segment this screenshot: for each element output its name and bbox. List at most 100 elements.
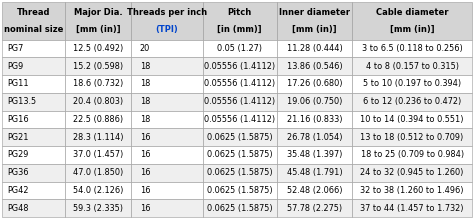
- Bar: [2, 57, 64, 75]
- Text: 22.5 (0.886): 22.5 (0.886): [73, 115, 123, 124]
- Bar: [64, 164, 131, 182]
- Text: 15.2 (0.598): 15.2 (0.598): [73, 62, 123, 71]
- Text: Cable diameter: Cable diameter: [376, 8, 448, 17]
- Text: 16: 16: [140, 133, 150, 142]
- Bar: [203, 164, 277, 182]
- Bar: [203, 128, 277, 146]
- Text: PG36: PG36: [7, 168, 28, 177]
- Bar: [131, 128, 203, 146]
- Text: PG11: PG11: [7, 79, 28, 88]
- Text: 20: 20: [140, 44, 150, 53]
- Text: Pitch: Pitch: [228, 8, 252, 17]
- Text: 20.4 (0.803): 20.4 (0.803): [73, 97, 123, 106]
- Bar: [64, 93, 131, 111]
- Bar: [203, 182, 277, 199]
- Text: Thread: Thread: [17, 8, 50, 17]
- Text: 52.48 (2.066): 52.48 (2.066): [287, 186, 342, 195]
- Bar: [2, 128, 64, 146]
- Text: 59.3 (2.335): 59.3 (2.335): [73, 204, 123, 213]
- Text: 0.05556 (1.4112): 0.05556 (1.4112): [204, 115, 275, 124]
- Text: 0.05556 (1.4112): 0.05556 (1.4112): [204, 62, 275, 71]
- Text: 18: 18: [140, 62, 150, 71]
- Bar: [2, 2, 64, 40]
- Bar: [352, 57, 472, 75]
- Bar: [352, 199, 472, 217]
- Text: PG7: PG7: [7, 44, 23, 53]
- Bar: [352, 111, 472, 128]
- Bar: [64, 128, 131, 146]
- Bar: [64, 199, 131, 217]
- Text: 24 to 32 (0.945 to 1.260): 24 to 32 (0.945 to 1.260): [360, 168, 464, 177]
- Bar: [277, 182, 352, 199]
- Bar: [277, 57, 352, 75]
- Text: 0.0625 (1.5875): 0.0625 (1.5875): [207, 150, 273, 159]
- Bar: [352, 75, 472, 93]
- Bar: [352, 146, 472, 164]
- Text: PG16: PG16: [7, 115, 28, 124]
- Bar: [64, 2, 131, 40]
- Bar: [131, 40, 203, 57]
- Bar: [277, 93, 352, 111]
- Bar: [131, 164, 203, 182]
- Text: 0.05556 (1.4112): 0.05556 (1.4112): [204, 79, 275, 88]
- Text: 12.5 (0.492): 12.5 (0.492): [73, 44, 123, 53]
- Bar: [2, 40, 64, 57]
- Bar: [64, 75, 131, 93]
- Bar: [203, 2, 277, 40]
- Bar: [131, 111, 203, 128]
- Bar: [277, 199, 352, 217]
- Text: 18: 18: [140, 97, 150, 106]
- Text: 18: 18: [140, 115, 150, 124]
- Bar: [64, 40, 131, 57]
- Text: 47.0 (1.850): 47.0 (1.850): [73, 168, 123, 177]
- Bar: [131, 93, 203, 111]
- Text: 17.26 (0.680): 17.26 (0.680): [287, 79, 342, 88]
- Bar: [203, 57, 277, 75]
- Text: 16: 16: [140, 168, 150, 177]
- Text: 19.06 (0.750): 19.06 (0.750): [287, 97, 342, 106]
- Text: 35.48 (1.397): 35.48 (1.397): [287, 150, 342, 159]
- Text: PG48: PG48: [7, 204, 28, 213]
- Bar: [131, 2, 203, 40]
- Bar: [64, 57, 131, 75]
- Bar: [64, 146, 131, 164]
- Bar: [2, 164, 64, 182]
- Bar: [352, 182, 472, 199]
- Text: 28.3 (1.114): 28.3 (1.114): [73, 133, 123, 142]
- Text: Major Dia.: Major Dia.: [73, 8, 122, 17]
- Text: 18.6 (0.732): 18.6 (0.732): [73, 79, 123, 88]
- Text: [mm (in)]: [mm (in)]: [390, 25, 434, 34]
- Text: 37 to 44 (1.457 to 1.732): 37 to 44 (1.457 to 1.732): [360, 204, 464, 213]
- Bar: [2, 93, 64, 111]
- Text: 0.05556 (1.4112): 0.05556 (1.4112): [204, 97, 275, 106]
- Text: PG21: PG21: [7, 133, 28, 142]
- Bar: [277, 164, 352, 182]
- Text: 6 to 12 (0.236 to 0.472): 6 to 12 (0.236 to 0.472): [363, 97, 461, 106]
- Text: 45.48 (1.791): 45.48 (1.791): [287, 168, 342, 177]
- Text: 0.0625 (1.5875): 0.0625 (1.5875): [207, 186, 273, 195]
- Text: [mm (in)]: [mm (in)]: [292, 25, 337, 34]
- Bar: [131, 75, 203, 93]
- Bar: [352, 40, 472, 57]
- Text: PG42: PG42: [7, 186, 28, 195]
- Text: 21.16 (0.833): 21.16 (0.833): [287, 115, 342, 124]
- Text: 3 to 6.5 (0.118 to 0.256): 3 to 6.5 (0.118 to 0.256): [362, 44, 463, 53]
- Text: PG29: PG29: [7, 150, 28, 159]
- Bar: [203, 111, 277, 128]
- Bar: [277, 40, 352, 57]
- Text: Threads per inch: Threads per inch: [127, 8, 207, 17]
- Text: 32 to 38 (1.260 to 1.496): 32 to 38 (1.260 to 1.496): [360, 186, 464, 195]
- Text: 10 to 14 (0.394 to 0.551): 10 to 14 (0.394 to 0.551): [360, 115, 464, 124]
- Text: 13.86 (0.546): 13.86 (0.546): [287, 62, 342, 71]
- Bar: [277, 75, 352, 93]
- Bar: [2, 111, 64, 128]
- Text: 37.0 (1.457): 37.0 (1.457): [73, 150, 123, 159]
- Text: 26.78 (1.054): 26.78 (1.054): [287, 133, 342, 142]
- Bar: [131, 146, 203, 164]
- Bar: [277, 146, 352, 164]
- Bar: [352, 128, 472, 146]
- Bar: [203, 75, 277, 93]
- Bar: [203, 199, 277, 217]
- Text: 4 to 8 (0.157 to 0.315): 4 to 8 (0.157 to 0.315): [365, 62, 459, 71]
- Bar: [131, 182, 203, 199]
